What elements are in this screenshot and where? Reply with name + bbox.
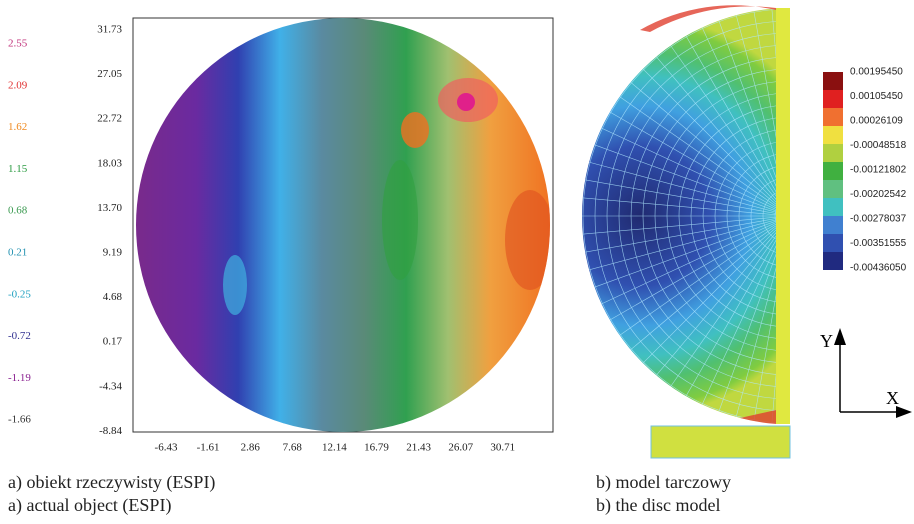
mesh-line: [582, 215, 790, 236]
edge-strip: [776, 8, 790, 424]
mesh-line: [637, 215, 790, 369]
mesh-line: [666, 39, 790, 217]
colorbar-swatch: [823, 126, 843, 144]
mesh-line: [651, 215, 790, 381]
scale-label: -0.25: [8, 288, 31, 300]
mesh-line: [625, 215, 790, 355]
mesh-line: [603, 108, 790, 217]
mesh-line: [666, 215, 790, 393]
y-tick-label: 0.17: [103, 336, 123, 348]
caption: b) model tarczowy: [596, 472, 731, 493]
scale-label: 1.62: [8, 121, 27, 133]
mesh-line: [587, 215, 790, 290]
x-tick-label: 21.43: [406, 442, 431, 454]
base-block: [650, 425, 791, 459]
mesh-line: [582, 160, 790, 217]
caption: a) obiekt rzeczywisty (ESPI): [8, 472, 215, 493]
colorbar-swatch: [823, 144, 843, 162]
caption: a) actual object (ESPI): [8, 495, 171, 516]
mesh-line: [682, 29, 790, 217]
scale-label: 2.09: [8, 79, 28, 91]
colorbar-swatch: [823, 180, 843, 198]
y-tick-label: 22.72: [97, 113, 122, 125]
legend-label: 0.00195450: [850, 67, 903, 78]
scale-label: 2.55: [8, 38, 28, 50]
mesh-line: [582, 178, 790, 217]
colorbar-swatch: [823, 252, 843, 270]
x-tick-label: 30.71: [490, 442, 515, 454]
caption: b) the disc model: [596, 495, 720, 516]
mesh-line: [613, 92, 790, 217]
colorbar-swatch: [823, 90, 843, 108]
disc-panel: 0.00195450 0.00105450 0.00026109 -0.0004851…: [582, 5, 912, 459]
mesh-line: [582, 196, 790, 217]
legend-label: -0.00048518: [850, 140, 907, 151]
scale-label: -0.72: [8, 330, 31, 342]
y-tick-label: 31.73: [97, 24, 122, 36]
mesh-line: [698, 215, 790, 411]
x-tick-label: 12.14: [322, 442, 347, 454]
legend-label: -0.00202542: [850, 189, 907, 200]
mesh-line: [625, 77, 790, 217]
y-tick-label: 9.19: [103, 247, 123, 259]
y-tick-label: 13.70: [97, 202, 122, 214]
x-tick-label: 16.79: [364, 442, 389, 454]
mesh-line: [651, 51, 790, 217]
mesh-line: [582, 215, 790, 254]
scale-label: 1.15: [8, 163, 28, 175]
y-tick-label: -8.84: [99, 425, 122, 437]
colorbar-swatch: [823, 198, 843, 216]
scale-label: -1.66: [8, 414, 31, 426]
colorbar-swatch: [823, 108, 843, 126]
colorbar-swatch: [823, 234, 843, 252]
axis-label: X: [886, 388, 899, 408]
mesh-line: [682, 215, 790, 403]
y-tick-label: 27.05: [97, 68, 122, 80]
axis-label: Y: [820, 331, 833, 351]
legend-label: -0.00278037: [850, 214, 907, 225]
legend-label: 0.00026109: [850, 116, 903, 127]
legend-label: 0.00105450: [850, 91, 903, 102]
legend-label: -0.00436050: [850, 263, 907, 274]
mesh-line: [595, 124, 790, 217]
legend-label: -0.00121802: [850, 165, 907, 176]
mesh-line: [613, 215, 790, 340]
mesh-line: [595, 215, 790, 308]
mesh-line: [698, 21, 790, 217]
colorbar-swatch: [823, 162, 843, 180]
legend-label: -0.00351555: [850, 238, 907, 249]
y-tick-label: 18.03: [97, 157, 122, 169]
x-tick-label: 26.07: [448, 442, 473, 454]
colorbar-swatch: [823, 216, 843, 234]
mesh-line: [603, 215, 790, 324]
colorbar: 0.00195450 0.00105450 0.00026109 -0.0004851…: [823, 67, 907, 274]
x-tick-label: 7.68: [283, 442, 303, 454]
x-tick-label: -1.61: [197, 442, 220, 454]
colorbar-swatch: [823, 72, 843, 90]
x-tick-label: 2.86: [241, 442, 261, 454]
y-tick-label: 4.68: [103, 291, 123, 303]
mesh-line: [582, 215, 790, 272]
scale-label: -1.19: [8, 372, 31, 384]
espi-panel: [132, 17, 554, 433]
scale-label: 0.21: [8, 247, 27, 259]
mesh-line: [637, 63, 790, 217]
mesh-line: [587, 142, 790, 217]
x-tick-label: -6.43: [155, 442, 178, 454]
y-tick-label: -4.34: [99, 380, 122, 392]
espi-map: [136, 18, 550, 432]
scale-label: 0.68: [8, 205, 28, 217]
